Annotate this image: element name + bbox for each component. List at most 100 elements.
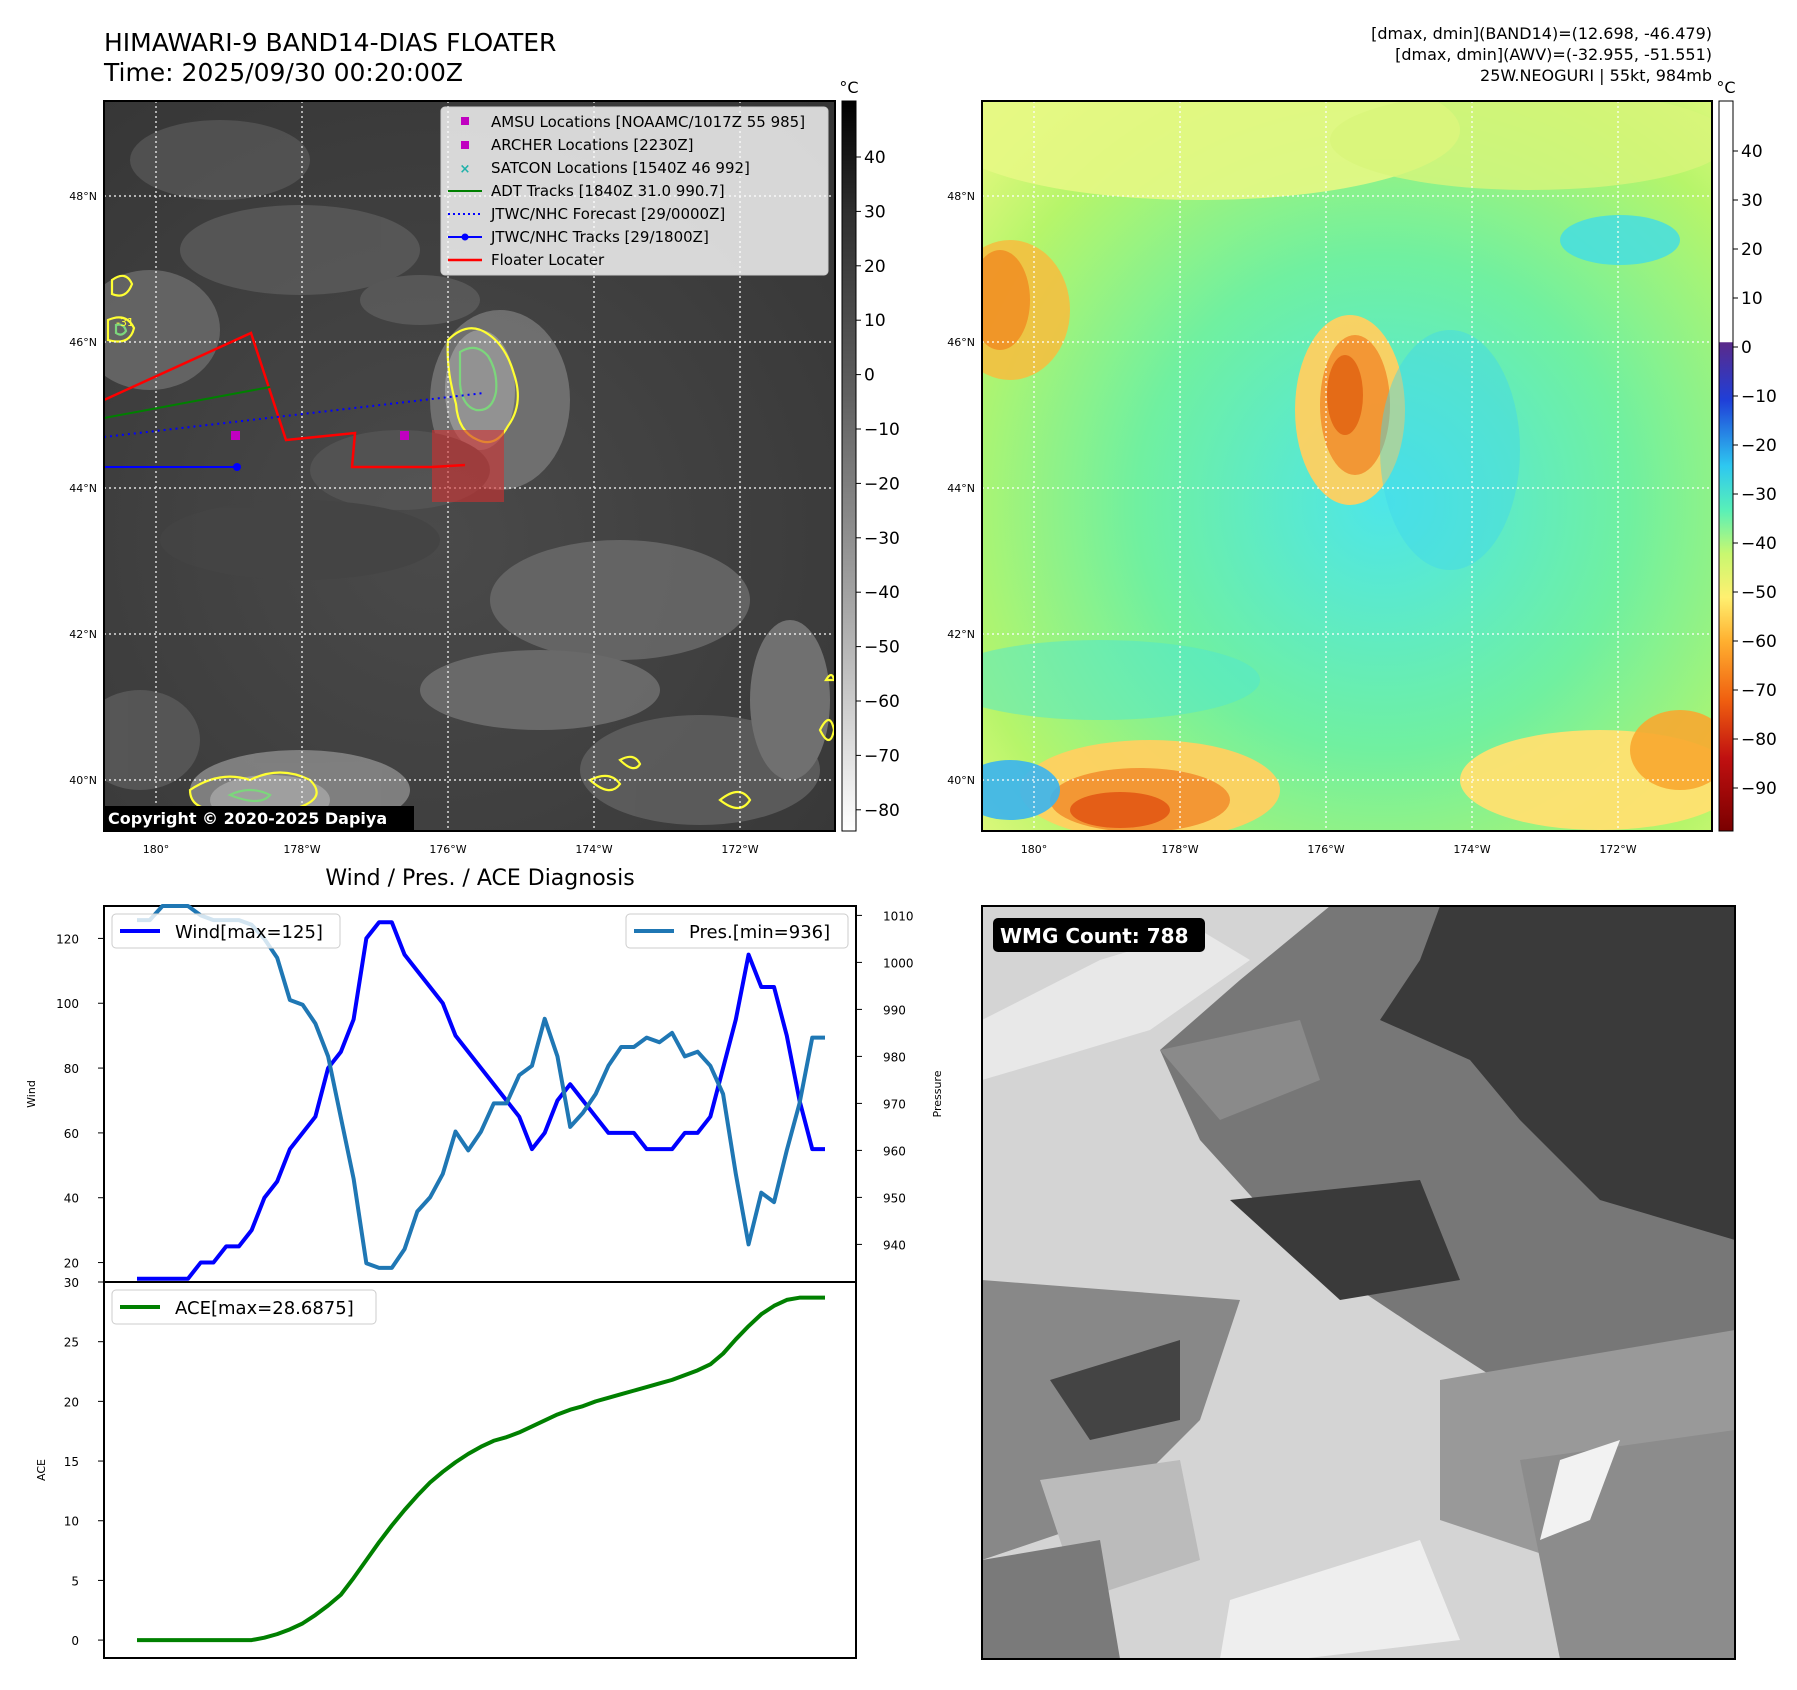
lon-tick: 176°W (429, 843, 466, 856)
wind-tick-label: 40 (64, 1192, 79, 1206)
legend-floater: Floater Locater (491, 251, 605, 269)
lat-tick: 44°N (69, 482, 97, 495)
legend-satcon: SATCON Locations [1540Z 46 992] (491, 159, 750, 177)
awv-map-lat-ticks: 48°N 46°N 44°N 42°N 40°N (947, 190, 975, 787)
ace-tick-label: 0 (71, 1634, 79, 1648)
colorbar-tick-label: −90 (1741, 779, 1777, 799)
pressure-axis-label: Pressure (931, 1070, 944, 1117)
colorbar-tick-label: −60 (1741, 632, 1777, 652)
wind-tick-label: 60 (64, 1127, 79, 1141)
ace-axis-label: ACE (35, 1459, 48, 1481)
copyright-text: Copyright © 2020-2025 Dapiya (108, 809, 387, 828)
ace-tick-label: 30 (64, 1276, 79, 1290)
figure-title: HIMAWARI-9 BAND14-DIAS FLOATER (104, 28, 556, 57)
pressure-tick-label: 990 (883, 1003, 906, 1017)
archer-marker (400, 431, 409, 440)
pressure-tick-label: 960 (883, 1144, 906, 1158)
colorbar-tick-label: −60 (864, 692, 900, 712)
lon-tick: 174°W (575, 843, 612, 856)
diagnosis-title: Wind / Pres. / ACE Diagnosis (325, 866, 634, 891)
lat-tick: 40°N (69, 774, 97, 787)
legend-forecast: JTWC/NHC Forecast [29/0000Z] (490, 205, 725, 223)
legend-archer: ARCHER Locations [2230Z] (491, 136, 694, 154)
wind-tick-label: 120 (56, 932, 79, 946)
colorbar-tick-label: 0 (1741, 338, 1752, 358)
colorbar-tick-label: −70 (864, 746, 900, 766)
wmg-count-badge (993, 918, 1205, 952)
colorbar-tick-label: 30 (864, 202, 886, 222)
colorbar-unit: °C (1716, 78, 1735, 97)
colorbar-tick-label: −40 (864, 583, 900, 603)
amsu-marker (231, 431, 240, 440)
ace-chart: 0 5 10 15 20 25 30 ACE ACE[max=28.6875] (35, 1276, 857, 1659)
colorbar-tick-label: −70 (1741, 681, 1777, 701)
ir-map-lon-ticks: 180° 178°W 176°W 174°W 172°W (143, 843, 759, 856)
pressure-tick-label: 970 (883, 1097, 906, 1111)
colorbar-tick-label: 20 (864, 257, 886, 277)
legend-amsu-marker (461, 117, 469, 125)
colorbar-tick-label: −20 (1741, 436, 1777, 456)
wind-tick-label: 80 (64, 1062, 79, 1076)
ace-legend-label: ACE[max=28.6875] (175, 1298, 354, 1319)
lat-tick: 44°N (947, 482, 975, 495)
contour-label: -31 (116, 316, 134, 329)
colorbar-tick-label: −30 (864, 529, 900, 549)
colorbar-tick-label: −20 (864, 474, 900, 494)
pressure-tick-label: 1010 (883, 909, 914, 923)
colorbar-tick-label: 30 (1741, 191, 1763, 211)
ir-map-frame (103, 100, 836, 832)
pressure-tick-label: 940 (883, 1238, 906, 1252)
wind-legend-label: Wind[max=125] (175, 922, 323, 943)
colorbar-tick-label: 40 (1741, 142, 1763, 162)
colorbar-tick-label: −50 (1741, 583, 1777, 603)
floater-locater-line (104, 331, 466, 469)
band14-range-text: [dmax, dmin](BAND14)=(12.698, -46.479) (1371, 24, 1712, 43)
figure-time: Time: 2025/09/30 00:20:00Z (103, 58, 463, 87)
legend-amsu: AMSU Locations [NOAAMC/1017Z 55 985] (491, 113, 805, 131)
pressure-tick-label: 1000 (883, 956, 914, 970)
wind-series-line (137, 920, 825, 1281)
wind-axis-label: Wind (25, 1080, 38, 1108)
ir-map-lat-ticks: 48°N 46°N 44°N 42°N 40°N (69, 190, 97, 787)
ace-series-line (137, 1295, 825, 1643)
lon-tick: 178°W (1161, 843, 1198, 856)
colorbar-tick-label: −80 (1741, 730, 1777, 750)
wmg-count-text: WMG Count: 788 (1000, 924, 1189, 948)
colorbar-tick-label: 40 (864, 148, 886, 168)
lon-tick: 174°W (1453, 843, 1490, 856)
ir-colorbar: °C 40 30 20 10 0 −10 −20 −30 −40 −50 −60 −70 −80 (839, 78, 900, 832)
lon-tick: 172°W (1599, 843, 1636, 856)
map-legend: AMSU Locations [NOAAMC/1017Z 55 985] ARC… (440, 106, 829, 276)
colorbar-tick-label: 0 (864, 366, 875, 386)
awv-colorbar: °C 40 30 20 10 0 −10 −20 −30 −40 −50 −60 −70 −80 −90 (1716, 78, 1777, 832)
colorbar-tick-label: 10 (1741, 289, 1763, 309)
copyright-box (104, 806, 414, 830)
lat-tick: 48°N (947, 190, 975, 203)
pressure-legend-label: Pres.[min=936] (689, 922, 830, 943)
storm-info-text: 25W.NEOGURI | 55kt, 984mb (1480, 66, 1712, 85)
colorbar-tick-label: −10 (864, 420, 900, 440)
lat-tick: 46°N (947, 336, 975, 349)
wind-tick-label: 20 (64, 1257, 79, 1271)
lat-tick: 48°N (69, 190, 97, 203)
lon-tick: 180° (143, 843, 170, 856)
awv-map-lon-ticks: 180° 178°W 176°W 174°W 172°W (1021, 843, 1637, 856)
legend-archer-marker (461, 141, 469, 149)
lon-tick: 172°W (721, 843, 758, 856)
colorbar-tick-label: −50 (864, 638, 900, 658)
adt-track-line (104, 386, 271, 419)
colorbar-tick-label: 10 (864, 311, 886, 331)
colorbar-tick-label: −10 (1741, 387, 1777, 407)
colorbar-tick-label: −40 (1741, 534, 1777, 554)
awv-range-text: [dmax, dmin](AWV)=(-32.955, -51.551) (1395, 45, 1712, 64)
pressure-tick-label: 980 (883, 1050, 906, 1064)
colorbar-unit: °C (839, 78, 858, 97)
pressure-tick-label: 950 (883, 1191, 906, 1205)
legend-track: JTWC/NHC Tracks [29/1800Z] (490, 228, 709, 246)
awv-map-panel (982, 101, 1712, 831)
legend-adt: ADT Tracks [1840Z 31.0 990.7] (491, 182, 725, 200)
lat-tick: 42°N (947, 628, 975, 641)
pressure-legend: Pres.[min=936] (625, 913, 849, 949)
lat-tick: 40°N (947, 774, 975, 787)
